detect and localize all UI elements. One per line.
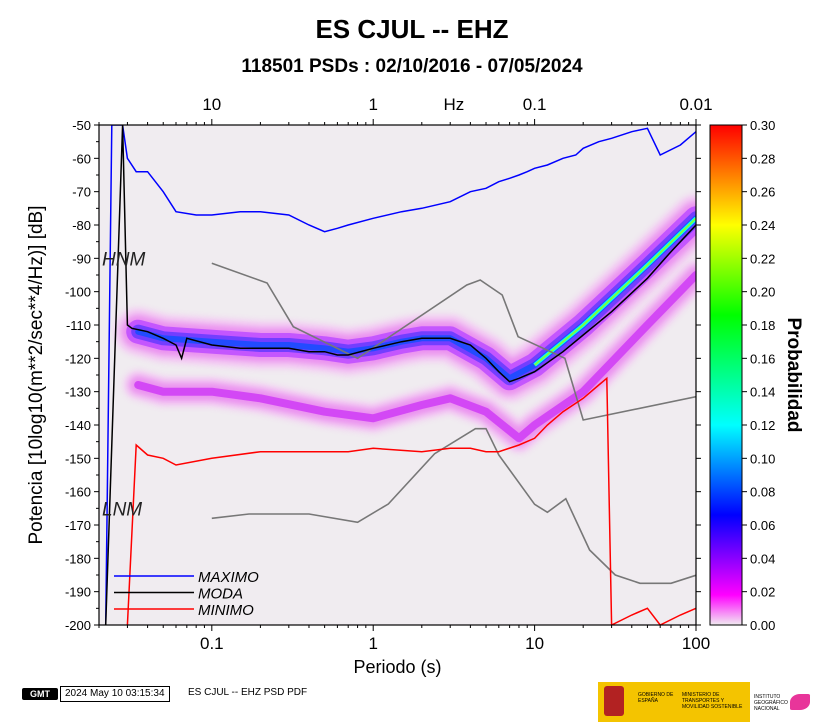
chart-subtitle: 118501 PSDs : 02/10/2016 - 07/05/2024 [241, 56, 583, 77]
noise-model-hnm [211, 262, 696, 421]
y-tick-label: -200 [65, 618, 91, 633]
y-axis-label: Potencia [10log10(m**2/sec**4/Hz)] [dB] [26, 205, 47, 544]
y-tick-label: -80 [72, 218, 91, 233]
annotation-lnm: LNM [102, 499, 142, 520]
x-tick-label: 1 [368, 634, 377, 653]
spain-coat-of-arms-icon [604, 686, 624, 716]
colorbar-tick-label: 0.16 [750, 351, 775, 366]
colorbar-tick-label: 0.08 [750, 485, 775, 500]
gov-label: GOBIERNO DE ESPAÑA [638, 692, 674, 704]
x-tick-label: 10 [525, 634, 544, 653]
y-tick-label: -170 [65, 518, 91, 533]
x-tick-label: 100 [682, 634, 710, 653]
series-moda [104, 125, 696, 625]
colorbar-tick-label: 0.10 [750, 451, 775, 466]
colorbar-tick-label: 0.22 [750, 251, 775, 266]
colorbar-tick-label: 0.02 [750, 585, 775, 600]
y-tick-label: -180 [65, 551, 91, 566]
y-tick-label: -160 [65, 485, 91, 500]
legend-label-moda: MODA [198, 586, 243, 603]
top-axis-label: Hz [444, 95, 465, 114]
top-tick-label: 0.1 [523, 95, 547, 114]
series-maximo [104, 125, 696, 625]
government-logo-block: GOBIERNO DE ESPAÑA MINISTERIO DE TRANSPO… [598, 682, 750, 722]
gmt-logo: GMT [22, 688, 58, 700]
colorbar-tick-label: 0.06 [750, 518, 775, 533]
colorbar-tick-label: 0.14 [750, 385, 775, 400]
y-tick-label: -100 [65, 285, 91, 300]
y-tick-label: -110 [66, 318, 91, 333]
colorbar-tick-label: 0.26 [750, 185, 775, 200]
colorbar-tick-label: 0.04 [750, 551, 775, 566]
x-tick-label: 0.1 [200, 634, 224, 653]
y-tick-label: -150 [65, 451, 91, 466]
ign-logo-icon [790, 694, 810, 710]
colorbar-tick-label: 0.30 [750, 118, 775, 133]
legend-label-maximo: MAXIMO [198, 569, 259, 586]
timestamp: 2024 May 10 03:15:34 [60, 686, 170, 702]
y-tick-label: -190 [65, 585, 91, 600]
footer: GMT 2024 May 10 03:15:34 ES CJUL -- EHZ … [0, 680, 824, 722]
colorbar-tick-label: 0.20 [750, 285, 775, 300]
colorbar [709, 124, 743, 626]
colorbar-tick-label: 0.18 [750, 318, 775, 333]
series-minimo [126, 376, 696, 625]
y-tick-label: -90 [72, 251, 91, 266]
footer-caption: ES CJUL -- EHZ PSD PDF [188, 687, 308, 698]
ministry-label: MINISTERIO DE TRANSPORTES Y MOVILIDAD SO… [682, 692, 743, 710]
colorbar-tick-label: 0.00 [750, 618, 775, 633]
top-tick-label: 1 [368, 95, 377, 114]
colorbar-tick-label: 0.28 [750, 151, 775, 166]
colorbar-tick-label: 0.12 [750, 418, 775, 433]
legend-label-minimo: MINIMO [198, 602, 254, 619]
top-tick-label: 0.01 [679, 95, 712, 114]
noise-model-lnm [211, 427, 696, 585]
institute-label: INSTITUTO GEOGRÁFICO NACIONAL [754, 694, 788, 712]
top-tick-label: 10 [202, 95, 221, 114]
ign-logo-block: INSTITUTO GEOGRÁFICO NACIONAL [750, 682, 824, 722]
chart-title: ES CJUL -- EHZ [315, 14, 509, 44]
y-tick-label: -130 [65, 385, 91, 400]
colorbar-label: Probabilidad [783, 317, 804, 432]
annotation-hnm: HNM [102, 249, 145, 270]
y-tick-label: -120 [65, 351, 91, 366]
plot-area [104, 125, 696, 625]
colorbar-tick-label: 0.24 [750, 218, 775, 233]
y-tick-label: -60 [72, 151, 91, 166]
density-core-green [533, 217, 696, 366]
y-tick-label: -140 [65, 418, 91, 433]
y-tick-label: -70 [72, 185, 91, 200]
density-band-lower [134, 271, 696, 443]
y-tick-label: -50 [72, 118, 91, 133]
x-axis-label: Periodo (s) [353, 657, 441, 677]
